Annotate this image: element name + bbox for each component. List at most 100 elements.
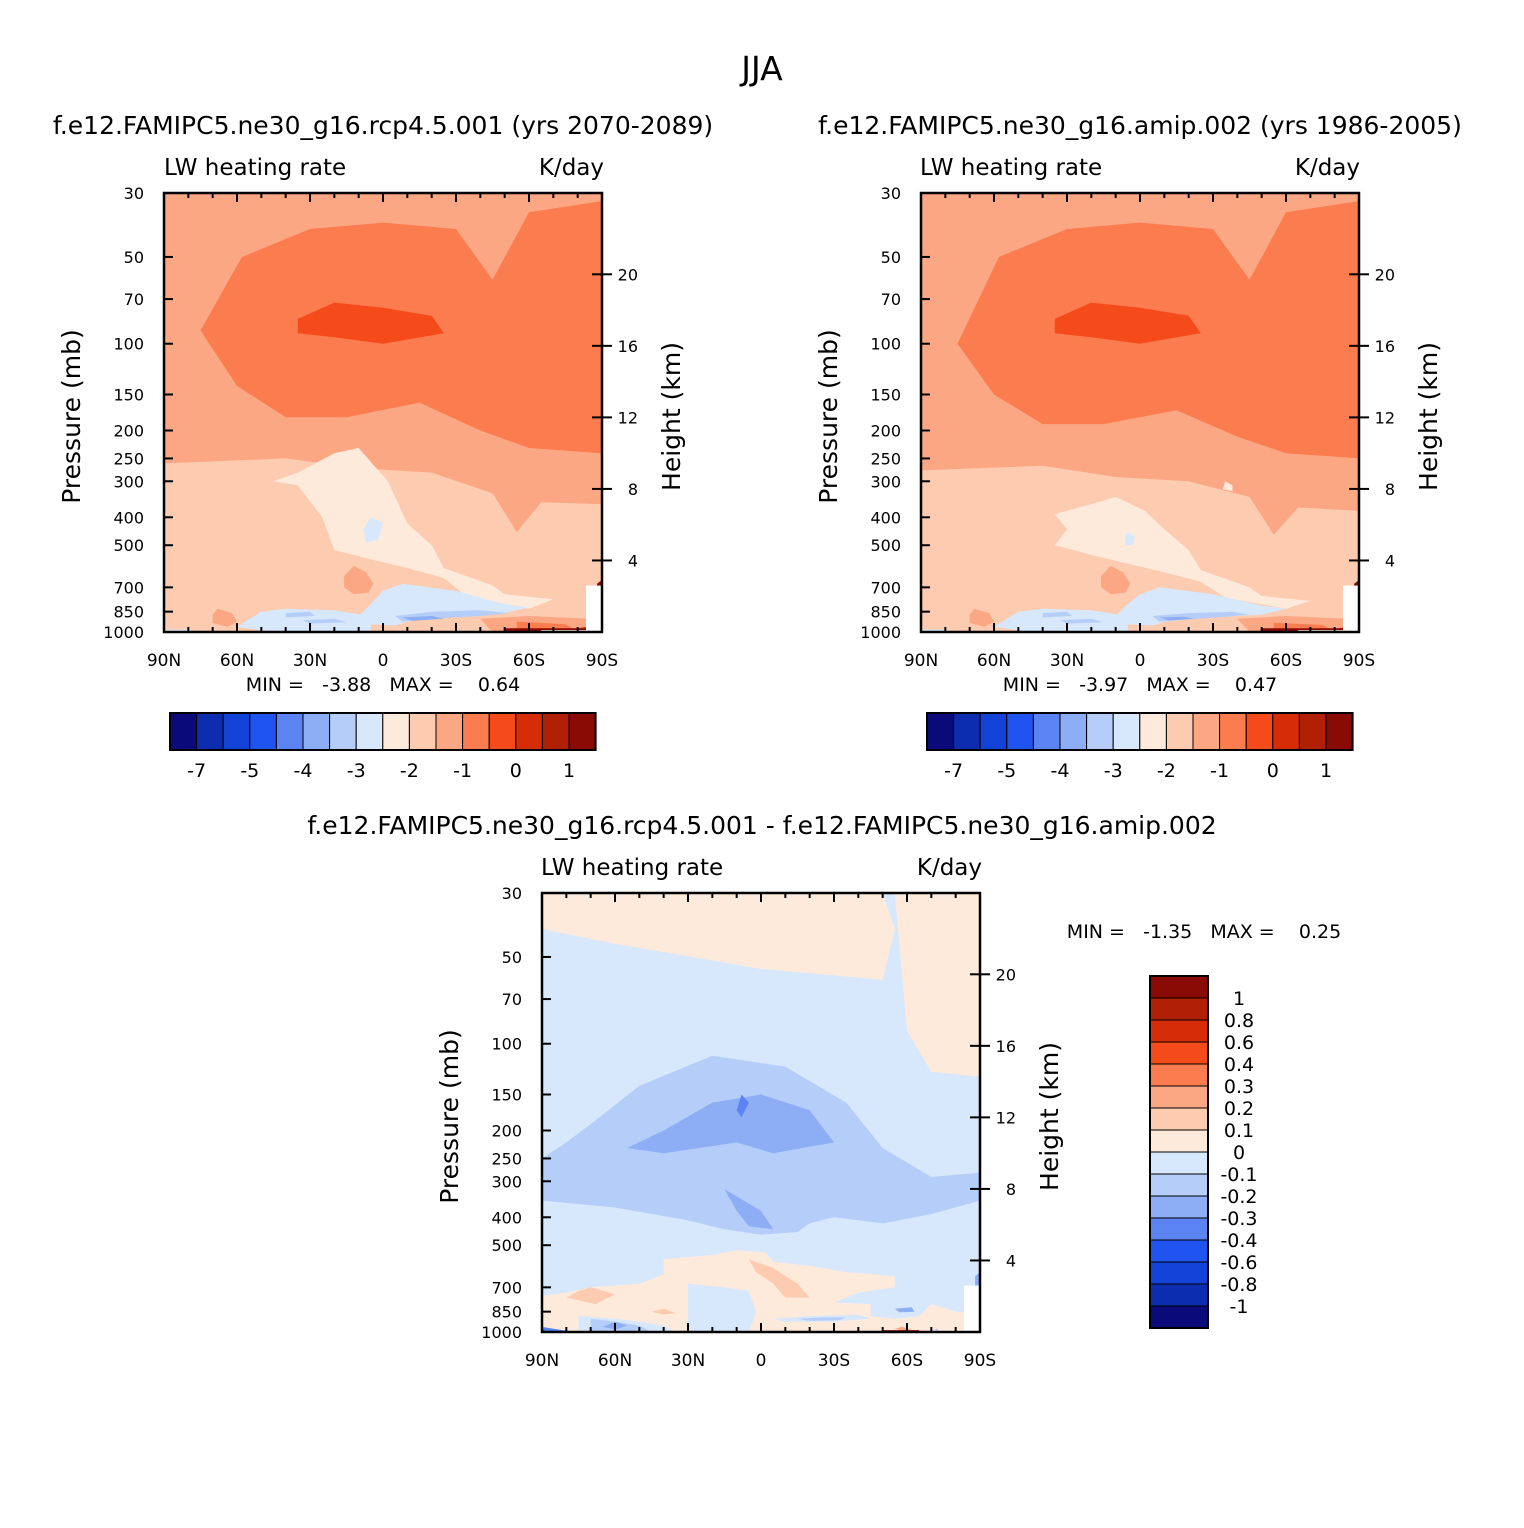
y2-axis-label: Height (km) <box>657 342 686 491</box>
y-tick-label: 70 <box>124 290 144 309</box>
y-tick-label: 500 <box>491 1236 522 1255</box>
colorbar-tick-label: -4 <box>1051 760 1070 782</box>
y-tick-label: 850 <box>491 1303 522 1322</box>
contour-region <box>1042 611 1072 618</box>
contour-region <box>894 1307 915 1313</box>
y2-tick-label: 8 <box>1385 480 1395 499</box>
y2-tick-label: 20 <box>996 965 1016 984</box>
y2-tick-label: 4 <box>628 551 638 570</box>
colorbar-tick-label: 0 <box>1267 760 1279 782</box>
panel-units-label: K/day <box>917 855 982 881</box>
colorbar-swatch <box>1245 712 1274 751</box>
y-tick-label: 400 <box>113 508 144 527</box>
y-tick-label: 50 <box>881 248 901 267</box>
y2-tick-label: 12 <box>996 1108 1016 1127</box>
y-tick-label: 150 <box>491 1085 522 1104</box>
colorbar-tick-label: -1 <box>453 760 472 782</box>
colorbar-swatch <box>222 712 251 751</box>
y2-tick-label: 4 <box>1385 551 1395 570</box>
colorbar-tick-label: -7 <box>187 760 206 782</box>
y-tick-label: 250 <box>113 449 144 468</box>
colorbar-tick-label: -1 <box>1210 760 1229 782</box>
x-tick-label: 60S <box>891 1351 923 1371</box>
x-tick-label: 90N <box>904 651 938 671</box>
y-tick-label: 100 <box>113 335 144 354</box>
y-tick-label: 1000 <box>103 623 144 642</box>
colorbar-0: -7 -5 -4 -3 -2 -1 0 1 <box>169 712 597 782</box>
x-tick-label: 0 <box>378 651 389 671</box>
colorbar-swatch <box>408 712 437 751</box>
contour-region <box>894 893 980 1077</box>
colorbar-swatch <box>382 712 410 751</box>
x-tick-label: 30N <box>293 651 327 671</box>
colorbar-tick-label: -0.4 <box>1220 1230 1257 1252</box>
colorbar-swatch <box>1149 1107 1209 1131</box>
contour-region <box>297 302 444 344</box>
colorbar-swatch <box>488 712 517 751</box>
y-tick-label: 700 <box>491 1278 522 1297</box>
colorbar-swatch <box>979 712 1008 751</box>
min-max-label: MIN = -1.35 MAX = 0.25 <box>1067 921 1341 943</box>
y-tick-label: 400 <box>870 508 901 527</box>
contour-region <box>736 1094 749 1118</box>
colorbar-swatch <box>1149 1173 1209 1197</box>
panel-rcp45: f.e12.FAMIPC5.ne30_g16.rcp4.5.001 (yrs 2… <box>53 111 713 696</box>
colorbar-swatch <box>1219 712 1247 751</box>
y-tick-label: 300 <box>870 472 901 491</box>
colorbar-swatch <box>515 712 543 751</box>
contour-region <box>1159 616 1194 621</box>
colorbar-tick-label: -1 <box>1230 1296 1249 1318</box>
colorbar-swatch <box>462 712 490 751</box>
colorbar-tick-label: -0.3 <box>1220 1208 1257 1230</box>
y-tick-label: 30 <box>502 884 522 903</box>
y-tick-label: 50 <box>124 248 144 267</box>
colorbar-tick-label: -2 <box>400 760 419 782</box>
x-tick-label: 90S <box>1343 651 1375 671</box>
colorbar-swatch <box>1149 1195 1209 1219</box>
min-max-label: MIN = -3.97 MAX = 0.47 <box>1003 674 1277 696</box>
colorbar-swatch <box>302 712 331 751</box>
panel-left-label: LW heating rate <box>541 855 723 881</box>
panel-title: f.e12.FAMIPC5.ne30_g16.rcp4.5.001 - f.e1… <box>307 811 1216 840</box>
colorbar-diff: 10.80.60.40.30.20.10-0.1-0.2-0.3-0.4-0.6… <box>1149 975 1258 1329</box>
colorbar-swatch <box>435 712 464 751</box>
colorbar-tick-label: -5 <box>997 760 1016 782</box>
chart-marks: 90N 60N 30N 0 30S 60S 90S305070100150200250300… <box>57 184 1443 1371</box>
colorbar-swatch <box>249 712 277 751</box>
colorbar-swatch <box>1139 712 1167 751</box>
y-tick-label: 100 <box>870 335 901 354</box>
panel-title: f.e12.FAMIPC5.ne30_g16.rcp4.5.001 (yrs 2… <box>53 111 713 140</box>
colorbar-swatch <box>1149 1129 1209 1153</box>
colorbar-swatch <box>275 712 304 751</box>
panel-units-label: K/day <box>539 155 604 181</box>
y-tick-label: 1000 <box>860 623 901 642</box>
x-tick-label: 0 <box>756 1351 767 1371</box>
contour-region <box>358 583 529 626</box>
x-tick-label: 60N <box>598 1351 632 1371</box>
contour-region <box>797 1317 847 1321</box>
colorbar-tick-label: 0.2 <box>1224 1098 1254 1120</box>
colorbar-swatch <box>1149 1239 1209 1263</box>
colorbar-tick-label: -4 <box>294 760 313 782</box>
contour-region <box>542 1326 567 1332</box>
panel-amip: f.e12.FAMIPC5.ne30_g16.amip.002 (yrs 198… <box>818 111 1462 696</box>
colorbar-swatch <box>1149 1041 1209 1065</box>
y-tick-label: 700 <box>870 578 901 597</box>
contour-region <box>566 1287 615 1305</box>
colorbar-swatch <box>1272 712 1300 751</box>
contour-fill <box>542 893 980 1332</box>
y-tick-label: 700 <box>113 578 144 597</box>
x-tick-label: 90S <box>964 1351 996 1371</box>
contour-region <box>651 1308 676 1315</box>
colorbar-tick-label: 0 <box>1233 1142 1245 1164</box>
contour-region <box>212 608 237 627</box>
x-tick-label: 30S <box>1197 651 1229 671</box>
colorbar-swatch <box>1149 1261 1209 1285</box>
colorbar-tick-label: 0 <box>510 760 522 782</box>
colorbar-frame <box>1149 975 1209 1329</box>
x-tick-label: 60S <box>1270 651 1302 671</box>
colorbar-swatch <box>541 712 570 751</box>
y-tick-label: 30 <box>881 184 901 203</box>
y2-tick-label: 12 <box>618 408 638 427</box>
y-tick-label: 300 <box>113 472 144 491</box>
